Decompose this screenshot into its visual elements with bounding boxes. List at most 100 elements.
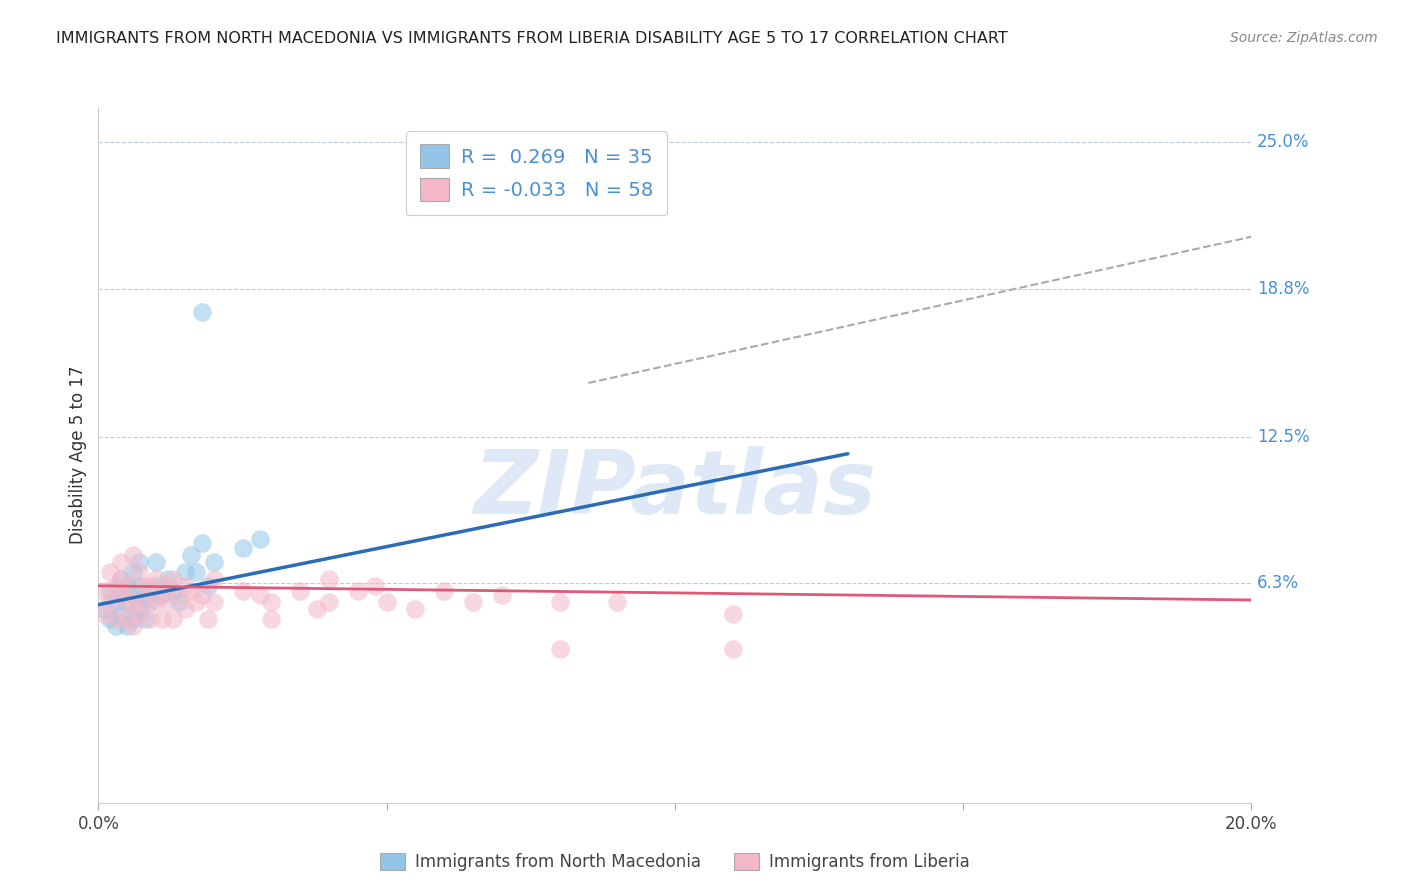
Point (145, 579, 167, 593)
Point (117, 612, 138, 626)
Text: Source: ZipAtlas.com: Source: ZipAtlas.com (1230, 31, 1378, 45)
Point (162, 612, 184, 626)
Point (110, 572, 132, 586)
Point (139, 579, 162, 593)
Point (346, 583, 368, 598)
Point (150, 612, 173, 626)
Point (290, 583, 312, 598)
Point (93, 583, 115, 598)
Point (180, 583, 202, 598)
Point (104, 612, 127, 626)
Y-axis label: Disability Age 5 to 17: Disability Age 5 to 17 (69, 366, 87, 544)
Point (180, 548, 202, 562)
Point (721, 607, 744, 621)
Text: 6.3%: 6.3% (1257, 574, 1299, 592)
Point (364, 579, 387, 593)
Point (122, 565, 145, 579)
Point (318, 572, 340, 586)
Point (117, 595, 138, 609)
Point (117, 579, 138, 593)
Point (491, 588, 513, 602)
Point (128, 607, 150, 621)
Point (191, 305, 214, 319)
Point (307, 602, 329, 616)
Point (375, 595, 398, 609)
Text: 12.5%: 12.5% (1257, 428, 1310, 446)
Point (117, 579, 138, 593)
Point (202, 572, 225, 586)
Point (134, 612, 156, 626)
Text: IMMIGRANTS FROM NORTH MACEDONIA VS IMMIGRANTS FROM LIBERIA DISABILITY AGE 5 TO 1: IMMIGRANTS FROM NORTH MACEDONIA VS IMMIG… (56, 31, 1008, 46)
Point (231, 583, 254, 598)
Point (128, 565, 150, 579)
Point (104, 619, 127, 633)
Point (117, 595, 138, 609)
Point (167, 595, 190, 609)
Point (186, 595, 208, 609)
Point (156, 579, 179, 593)
Point (98, 565, 121, 579)
Point (110, 588, 132, 602)
Point (191, 588, 214, 602)
Point (405, 602, 427, 616)
Point (162, 572, 184, 586)
Point (202, 555, 225, 569)
Point (191, 536, 214, 550)
Point (145, 595, 167, 609)
Point (110, 588, 132, 602)
Point (156, 572, 179, 586)
Legend: Immigrants from North Macedonia, Immigrants from Liberia: Immigrants from North Macedonia, Immigra… (373, 847, 977, 878)
Point (249, 588, 271, 602)
Point (134, 588, 156, 602)
Point (117, 619, 138, 633)
Point (110, 572, 132, 586)
Point (122, 588, 145, 602)
Point (134, 579, 156, 593)
Point (93, 602, 115, 616)
Point (110, 555, 132, 569)
Point (197, 579, 219, 593)
Point (98, 612, 121, 626)
Point (156, 595, 179, 609)
Point (139, 612, 162, 626)
Point (110, 607, 132, 621)
Point (98, 595, 121, 609)
Point (433, 583, 456, 598)
Point (122, 612, 145, 626)
Point (145, 555, 167, 569)
Text: 25.0%: 25.0% (1257, 134, 1309, 152)
Text: 18.8%: 18.8% (1257, 280, 1309, 298)
Point (606, 595, 628, 609)
Point (174, 579, 197, 593)
Point (167, 588, 190, 602)
Point (128, 602, 150, 616)
Point (145, 572, 167, 586)
Point (162, 583, 184, 598)
Point (249, 532, 271, 546)
Point (104, 595, 127, 609)
Point (134, 595, 156, 609)
Point (139, 595, 162, 609)
Point (104, 579, 127, 593)
Point (150, 588, 173, 602)
Point (231, 541, 254, 555)
Point (548, 642, 571, 657)
Point (461, 595, 484, 609)
Point (128, 555, 150, 569)
Point (260, 612, 283, 626)
Point (197, 612, 219, 626)
Point (721, 642, 744, 657)
Point (122, 619, 145, 633)
Point (260, 595, 283, 609)
Point (93, 607, 115, 621)
Point (548, 595, 571, 609)
Point (98, 583, 121, 598)
Point (122, 548, 145, 562)
Point (186, 565, 208, 579)
Point (150, 588, 173, 602)
Point (128, 579, 150, 593)
Point (174, 602, 197, 616)
Point (318, 595, 340, 609)
Point (122, 595, 145, 609)
Text: ZIPatlas: ZIPatlas (474, 446, 876, 533)
